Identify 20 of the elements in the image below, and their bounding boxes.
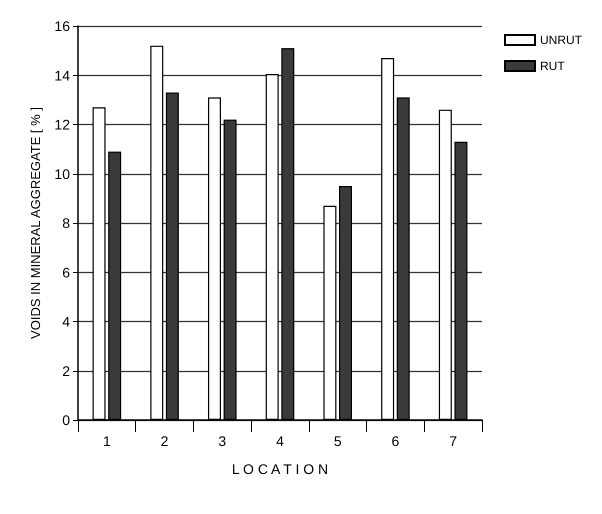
y-tick-label: 8	[62, 215, 70, 231]
y-tick-label: 0	[62, 412, 70, 428]
x-tick-label: 3	[218, 433, 226, 449]
y-tick-label: 4	[62, 314, 70, 330]
y-tick-label: 16	[54, 18, 70, 34]
x-tick-label: 1	[102, 433, 111, 449]
x-tick-label: 4	[276, 433, 284, 449]
y-tick-label: 12	[54, 116, 70, 132]
y-tick-label: 14	[54, 67, 70, 84]
x-tick-label: 7	[449, 433, 458, 449]
x-tick-label: 5	[334, 433, 342, 449]
legend-label: RUT	[540, 59, 566, 73]
x-tick-label: 6	[392, 433, 400, 449]
legend-label: UNRUT	[540, 33, 583, 47]
y-axis-title: VOIDS IN MINERAL AGGREGATE [ % ]	[28, 107, 43, 339]
x-tick-label: 2	[160, 433, 169, 449]
y-tick-label: 6	[62, 264, 70, 280]
y-tick-label: 2	[62, 362, 70, 379]
y-tick-label: 10	[54, 166, 70, 182]
x-axis-title: L O C A T I O N	[232, 461, 328, 477]
